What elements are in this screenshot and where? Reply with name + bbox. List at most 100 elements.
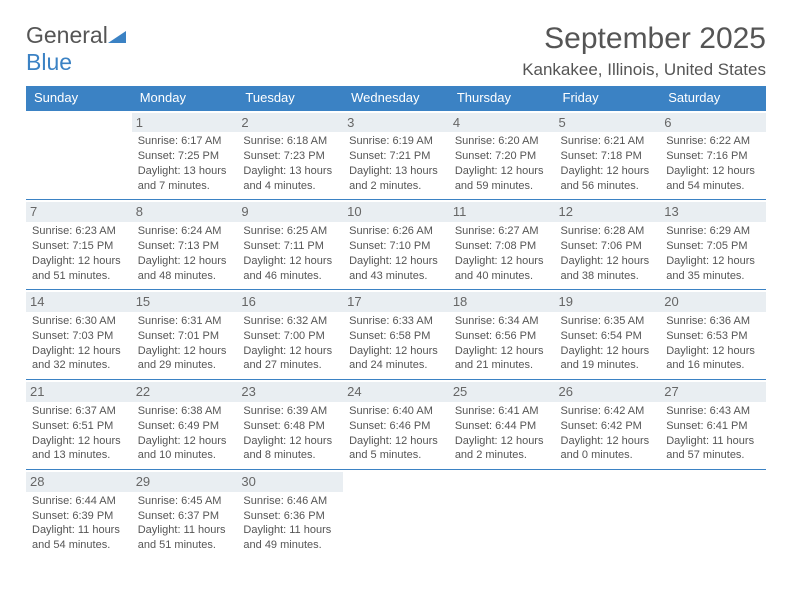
daylight1-text: Daylight: 12 hours [561,254,655,269]
day-number: 11 [449,202,555,222]
daylight1-text: Daylight: 12 hours [32,254,126,269]
daylight2-text: and 59 minutes. [455,179,549,194]
sunset-text: Sunset: 6:46 PM [349,419,443,434]
sunset-text: Sunset: 7:05 PM [666,239,760,254]
daylight1-text: Daylight: 12 hours [455,254,549,269]
sunset-text: Sunset: 6:41 PM [666,419,760,434]
sunrise-text: Sunrise: 6:31 AM [138,314,232,329]
day-number: 2 [237,113,343,133]
logo-text: General Blue [26,22,130,76]
daylight2-text: and 16 minutes. [666,358,760,373]
sunset-text: Sunset: 6:42 PM [561,419,655,434]
daylight1-text: Daylight: 11 hours [138,523,232,538]
title-block: September 2025 Kankakee, Illinois, Unite… [522,22,766,80]
sunrise-text: Sunrise: 6:37 AM [32,404,126,419]
sunset-text: Sunset: 6:56 PM [455,329,549,344]
calendar-cell: 28Sunrise: 6:44 AMSunset: 6:39 PMDayligh… [26,470,132,559]
sunset-text: Sunset: 7:20 PM [455,149,549,164]
calendar-cell: 17Sunrise: 6:33 AMSunset: 6:58 PMDayligh… [343,290,449,380]
calendar-cell: 7Sunrise: 6:23 AMSunset: 7:15 PMDaylight… [26,200,132,290]
calendar-cell: 2Sunrise: 6:18 AMSunset: 7:23 PMDaylight… [237,110,343,200]
daylight1-text: Daylight: 12 hours [561,344,655,359]
day-number: 17 [343,292,449,312]
daylight2-text: and 4 minutes. [243,179,337,194]
sunset-text: Sunset: 7:16 PM [666,149,760,164]
header-sunday: Sunday [26,86,132,110]
calendar-cell: 18Sunrise: 6:34 AMSunset: 6:56 PMDayligh… [449,290,555,380]
sunrise-text: Sunrise: 6:45 AM [138,494,232,509]
day-number: 26 [555,382,661,402]
daylight2-text: and 49 minutes. [243,538,337,553]
day-number: 28 [26,472,132,492]
daylight1-text: Daylight: 12 hours [138,434,232,449]
calendar-cell: 8Sunrise: 6:24 AMSunset: 7:13 PMDaylight… [132,200,238,290]
sunrise-text: Sunrise: 6:24 AM [138,224,232,239]
sunset-text: Sunset: 7:11 PM [243,239,337,254]
sunrise-text: Sunrise: 6:44 AM [32,494,126,509]
logo-icon [108,29,130,45]
calendar-cell [343,470,449,559]
daylight2-text: and 40 minutes. [455,269,549,284]
page-title: September 2025 [522,22,766,56]
calendar-week: 14Sunrise: 6:30 AMSunset: 7:03 PMDayligh… [26,290,766,380]
daylight1-text: Daylight: 11 hours [32,523,126,538]
daylight2-text: and 10 minutes. [138,448,232,463]
sunrise-text: Sunrise: 6:17 AM [138,134,232,149]
daylight1-text: Daylight: 12 hours [349,344,443,359]
sunrise-text: Sunrise: 6:21 AM [561,134,655,149]
day-number: 7 [26,202,132,222]
sunrise-text: Sunrise: 6:38 AM [138,404,232,419]
daylight1-text: Daylight: 12 hours [349,434,443,449]
daylight2-text: and 7 minutes. [138,179,232,194]
daylight1-text: Daylight: 12 hours [32,434,126,449]
daylight2-text: and 51 minutes. [138,538,232,553]
sunrise-text: Sunrise: 6:40 AM [349,404,443,419]
day-number: 23 [237,382,343,402]
sunrise-text: Sunrise: 6:42 AM [561,404,655,419]
daylight2-text: and 8 minutes. [243,448,337,463]
calendar-cell: 14Sunrise: 6:30 AMSunset: 7:03 PMDayligh… [26,290,132,380]
daylight2-text: and 5 minutes. [349,448,443,463]
calendar-cell [555,470,661,559]
day-number: 21 [26,382,132,402]
sunrise-text: Sunrise: 6:26 AM [349,224,443,239]
daylight2-text: and 2 minutes. [349,179,443,194]
day-number: 14 [26,292,132,312]
daylight2-text: and 27 minutes. [243,358,337,373]
calendar-cell: 19Sunrise: 6:35 AMSunset: 6:54 PMDayligh… [555,290,661,380]
sunrise-text: Sunrise: 6:36 AM [666,314,760,329]
sunset-text: Sunset: 7:00 PM [243,329,337,344]
day-number: 15 [132,292,238,312]
calendar-cell: 29Sunrise: 6:45 AMSunset: 6:37 PMDayligh… [132,470,238,559]
daylight2-text: and 2 minutes. [455,448,549,463]
sunset-text: Sunset: 6:48 PM [243,419,337,434]
sunrise-text: Sunrise: 6:20 AM [455,134,549,149]
calendar-cell: 3Sunrise: 6:19 AMSunset: 7:21 PMDaylight… [343,110,449,200]
calendar-cell: 27Sunrise: 6:43 AMSunset: 6:41 PMDayligh… [660,380,766,470]
day-number: 19 [555,292,661,312]
calendar-cell: 24Sunrise: 6:40 AMSunset: 6:46 PMDayligh… [343,380,449,470]
sunset-text: Sunset: 7:13 PM [138,239,232,254]
sunrise-text: Sunrise: 6:19 AM [349,134,443,149]
daylight1-text: Daylight: 12 hours [243,434,337,449]
daylight1-text: Daylight: 12 hours [561,434,655,449]
daylight1-text: Daylight: 12 hours [666,164,760,179]
header-monday: Monday [132,86,238,110]
logo: General Blue [26,22,130,76]
sunset-text: Sunset: 7:15 PM [32,239,126,254]
sunrise-text: Sunrise: 6:18 AM [243,134,337,149]
sunrise-text: Sunrise: 6:46 AM [243,494,337,509]
calendar-week: 21Sunrise: 6:37 AMSunset: 6:51 PMDayligh… [26,380,766,470]
sunset-text: Sunset: 6:49 PM [138,419,232,434]
daylight2-text: and 21 minutes. [455,358,549,373]
sunrise-text: Sunrise: 6:33 AM [349,314,443,329]
header-thursday: Thursday [449,86,555,110]
day-number: 8 [132,202,238,222]
header-wednesday: Wednesday [343,86,449,110]
sunset-text: Sunset: 6:53 PM [666,329,760,344]
header-saturday: Saturday [660,86,766,110]
calendar-cell: 10Sunrise: 6:26 AMSunset: 7:10 PMDayligh… [343,200,449,290]
sunrise-text: Sunrise: 6:27 AM [455,224,549,239]
sunrise-text: Sunrise: 6:29 AM [666,224,760,239]
sunrise-text: Sunrise: 6:34 AM [455,314,549,329]
